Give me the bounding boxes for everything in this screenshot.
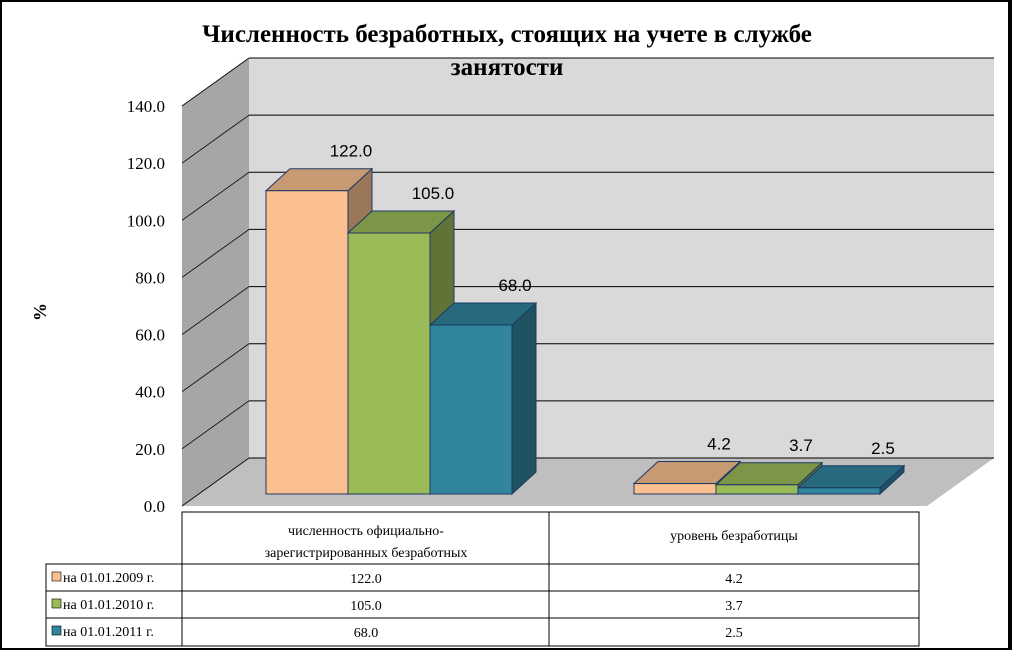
table-row-label-2009: на 01.01.2009 г. [63,571,154,586]
table-header-cat2: уровень безработицы [670,529,798,544]
bar-2-0 [428,301,538,496]
data-label: 122.0 [330,142,373,161]
bar-2-1 [796,464,906,496]
gridline-side [181,171,250,221]
table-header-cat1-line2: зарегистрированных безработных [265,546,468,561]
side-wall [182,58,249,506]
table-header-cat1-line1: численность официально- [288,524,444,539]
bar-1-0 [346,209,456,496]
chart-title-line2: занятости [451,54,564,81]
y-tick-label: 60.0 [135,326,165,345]
bar-labels: 122.0 4.2 105.0 3.7 68.0 2.5 [330,142,895,458]
y-tick-label: 80.0 [135,268,165,287]
y-tick-label: 40.0 [135,383,165,402]
gridline-side [181,114,250,164]
table-cell-2009-cat1: 122.0 [350,572,382,587]
data-label: 3.7 [789,436,813,455]
table-cell-2011-cat1: 68.0 [354,626,379,641]
y-tick-label: 20.0 [135,440,165,459]
data-label: 105.0 [412,184,455,203]
y-tick-label: 100.0 [127,211,165,230]
table-row-label-2011: на 01.01.2011 г. [63,625,154,640]
gridline-side [181,400,250,450]
data-label: 4.2 [707,435,731,454]
chart-title-line1: Численность безработных, стоящих на учет… [202,21,812,48]
y-axis-label: % [30,303,50,321]
gridline-side [181,457,250,507]
legend-swatch-2009 [51,571,62,582]
bars [264,167,906,496]
table-cell-2009-cat2: 4.2 [725,572,743,587]
table-cell-2010-cat2: 3.7 [725,599,743,614]
gridline-side [181,57,250,107]
legend-swatch-2011 [51,625,62,636]
legend-swatch-2010 [51,598,62,609]
data-label: 68.0 [498,276,531,295]
gridline-side [181,286,250,335]
gridline-side [181,229,250,278]
y-tick-label: 120.0 [127,154,165,173]
table-row-label-2010: на 01.01.2010 г. [63,598,154,613]
table-cell-2010-cat1: 105.0 [350,599,382,614]
data-table: численность официально- зарегистрированн… [45,511,920,647]
y-axis-ticks: 0.0 20.0 40.0 60.0 80.0 100.0 120.0 140.0 [127,97,165,516]
y-tick-label: 140.0 [127,97,165,116]
data-label: 2.5 [871,439,895,458]
table-cell-2011-cat2: 2.5 [725,626,743,641]
gridline-side [181,343,250,393]
y-tick-label: 0.0 [144,497,165,516]
